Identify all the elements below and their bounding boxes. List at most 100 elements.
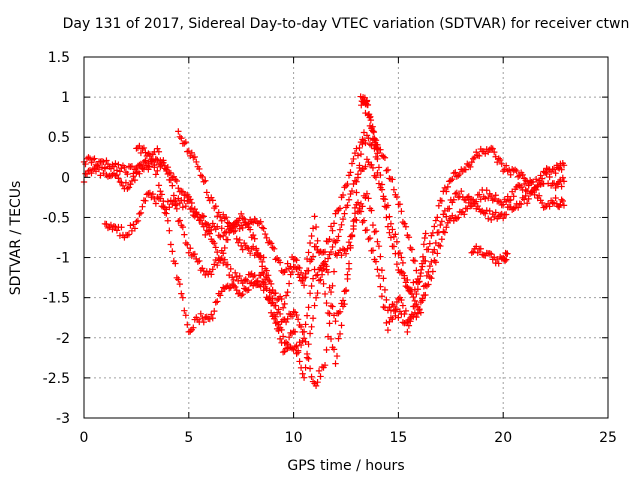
data-point <box>383 214 390 221</box>
data-point <box>261 230 269 238</box>
data-point <box>199 315 206 322</box>
data-point <box>452 190 459 197</box>
x-tick-label: 5 <box>184 430 193 446</box>
data-point <box>345 172 353 179</box>
data-point <box>507 171 514 179</box>
data-point <box>375 242 383 250</box>
data-point <box>181 231 188 238</box>
data-point <box>390 302 398 310</box>
data-point <box>308 373 315 380</box>
data-point <box>137 162 145 170</box>
data-point <box>194 211 201 218</box>
data-point <box>294 316 302 323</box>
data-point <box>133 218 140 225</box>
data-point <box>336 330 344 338</box>
data-point <box>399 302 407 309</box>
data-point <box>312 243 320 250</box>
data-point <box>113 171 121 179</box>
data-point <box>179 188 187 195</box>
y-tick-label: -3 <box>56 411 70 427</box>
data-point <box>233 273 240 280</box>
data-point <box>444 183 452 191</box>
data-point <box>297 341 305 349</box>
data-point <box>190 324 197 331</box>
data-point <box>175 184 182 192</box>
data-point <box>221 244 228 252</box>
data-point <box>369 135 377 142</box>
data-point <box>407 318 414 325</box>
data-point <box>353 189 360 196</box>
data-point <box>550 166 558 173</box>
data-point <box>344 245 351 252</box>
data-point <box>423 272 431 280</box>
data-point <box>233 235 240 243</box>
data-point <box>182 202 190 210</box>
data-point <box>91 165 98 172</box>
data-point <box>200 178 207 185</box>
data-marks <box>80 93 568 390</box>
data-point <box>488 216 495 224</box>
data-point <box>348 232 356 239</box>
data-point <box>169 182 176 189</box>
data-point <box>357 150 365 158</box>
x-tick-label: 10 <box>285 430 303 446</box>
data-point <box>502 211 510 218</box>
data-point <box>209 220 216 227</box>
data-point <box>309 315 317 322</box>
data-point <box>510 193 517 200</box>
data-point <box>303 255 311 263</box>
data-point <box>422 230 429 237</box>
data-point <box>200 213 207 220</box>
data-point <box>211 261 218 268</box>
data-point <box>312 294 320 301</box>
data-point <box>372 174 380 181</box>
data-point <box>112 160 119 167</box>
data-point <box>290 308 297 315</box>
data-point <box>467 163 474 171</box>
data-point <box>495 155 502 162</box>
data-point <box>399 218 407 226</box>
data-point <box>508 166 516 173</box>
data-point <box>272 313 279 320</box>
data-point <box>278 295 285 303</box>
data-point <box>246 249 254 257</box>
data-point <box>523 188 531 195</box>
data-point <box>139 165 146 173</box>
data-point <box>243 244 251 252</box>
data-point <box>202 177 209 184</box>
data-point <box>236 225 243 232</box>
data-point <box>482 210 489 217</box>
data-point <box>246 226 254 233</box>
data-point <box>491 148 498 156</box>
data-point <box>453 215 460 222</box>
data-point <box>395 295 402 303</box>
data-point <box>502 198 510 205</box>
data-point <box>128 163 136 170</box>
data-point <box>329 303 336 310</box>
data-point <box>190 154 197 161</box>
data-point <box>124 231 131 239</box>
data-point <box>164 163 172 171</box>
data-point <box>381 203 389 210</box>
data-point <box>275 321 282 328</box>
data-point <box>402 282 410 290</box>
chart-title: Day 131 of 2017, Sidereal Day-to-day VTE… <box>63 16 630 32</box>
data-point <box>167 241 175 248</box>
data-point <box>145 166 152 173</box>
data-point <box>83 170 91 178</box>
data-point <box>405 287 413 294</box>
data-point <box>384 326 392 334</box>
data-point <box>473 148 480 156</box>
data-point <box>263 267 270 274</box>
data-point <box>208 311 215 318</box>
data-point <box>306 365 314 372</box>
data-point <box>212 203 219 210</box>
data-point <box>474 202 481 210</box>
data-point <box>263 234 270 242</box>
data-point <box>224 219 231 226</box>
data-point <box>115 175 122 182</box>
data-point <box>173 201 181 208</box>
data-point <box>327 223 335 230</box>
data-point <box>501 257 509 265</box>
